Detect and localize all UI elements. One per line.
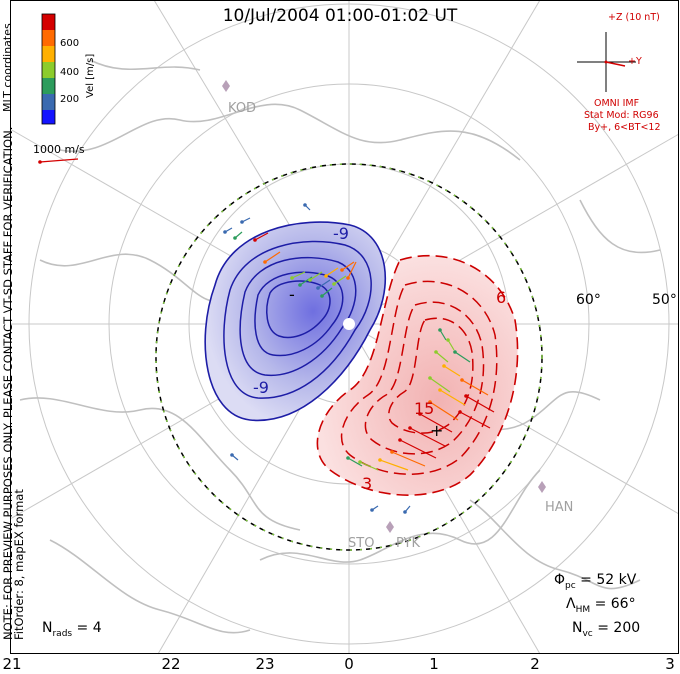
imf-clock-dial xyxy=(577,32,636,92)
velocity-vectors-dawn xyxy=(346,328,495,514)
colorbar-tick-600: 600 xyxy=(60,38,80,49)
phi-pc-value: 52 kV xyxy=(596,572,637,588)
contour-label-pos-15: 15 xyxy=(414,399,435,418)
mlt-tick-1: 1 xyxy=(429,655,439,673)
imf-z-label: +Z (10 nT) xyxy=(608,12,660,23)
imf-y-label: +Y xyxy=(628,56,642,67)
velocity-colorbar xyxy=(41,13,56,125)
mlt-tick-2: 2 xyxy=(530,655,540,673)
imf-source: OMNI IMF xyxy=(594,98,640,109)
fit-order-note: FitOrder: 8, mapEX format xyxy=(12,489,26,640)
station-markers xyxy=(222,80,546,533)
mlt-tick-3: 3 xyxy=(665,655,675,673)
lambda-hm-value: 66° xyxy=(610,596,636,612)
n-vc-value: 200 xyxy=(613,620,641,636)
dawn-cell xyxy=(316,255,519,496)
potential-max-marker: + xyxy=(430,421,444,440)
scale-vector-label: 1000 m/s xyxy=(33,143,85,156)
colorbar-units: Vel [m/s] xyxy=(85,53,96,98)
stat-model: Stat Mod: RG96 xyxy=(584,110,659,121)
n-rads-value: 4 xyxy=(92,620,102,636)
contour-label-neg-top: -9 xyxy=(333,224,349,243)
dusk-cell xyxy=(204,221,387,422)
potential-min-marker: - xyxy=(289,285,295,304)
cell-center-marker xyxy=(343,318,355,330)
colorbar-tick-400: 400 xyxy=(60,67,80,78)
velocity-vectors-dusk xyxy=(223,203,357,461)
lat-label-50: 50° xyxy=(652,292,677,308)
scale-vector xyxy=(38,158,79,164)
mlt-tick-0: 0 xyxy=(344,655,354,673)
lat-label-60: 60° xyxy=(576,292,601,308)
plot-title: 10/Jul/2004 01:00-01:02 UT xyxy=(222,6,458,26)
station-han: HAN xyxy=(545,500,574,515)
lambda-hm-stat: ΛHM = 66° xyxy=(566,596,636,615)
mlt-tick-21: 21 xyxy=(2,655,22,673)
n-vc-stat: Nvc = 200 xyxy=(572,620,641,639)
n-rads-stat: Nrads = 4 xyxy=(42,620,102,639)
mlt-tick-22: 22 xyxy=(161,655,181,673)
map-frame xyxy=(10,0,679,654)
colorbar-tick-200: 200 xyxy=(60,94,80,105)
contour-label-neg-bottom: -9 xyxy=(253,378,269,397)
imf-condition: By+, 6<BT<12 xyxy=(588,122,661,133)
station-sto: STO xyxy=(348,536,375,551)
mlt-tick-23: 23 xyxy=(255,655,275,673)
coord-label: MLT coordinates xyxy=(1,23,14,112)
station-pyk: PYK xyxy=(396,536,421,551)
phi-pc-stat: Φpc = 52 kV xyxy=(554,572,637,591)
contour-label-pos-3: 3 xyxy=(362,474,373,493)
contour-label-pos-6: 6 xyxy=(496,288,507,307)
station-kod: KOD xyxy=(228,101,257,116)
